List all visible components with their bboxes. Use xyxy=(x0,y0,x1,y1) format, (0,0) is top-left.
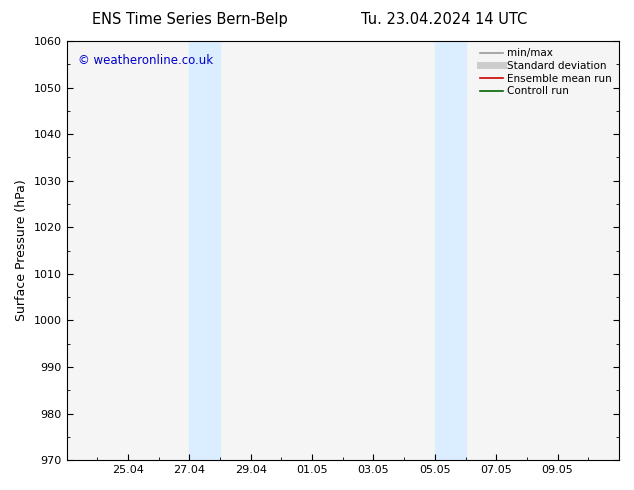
Text: © weatheronline.co.uk: © weatheronline.co.uk xyxy=(77,53,213,67)
Y-axis label: Surface Pressure (hPa): Surface Pressure (hPa) xyxy=(15,180,28,321)
Legend: min/max, Standard deviation, Ensemble mean run, Controll run: min/max, Standard deviation, Ensemble me… xyxy=(478,46,614,98)
Bar xyxy=(190,41,220,460)
Bar xyxy=(435,41,465,460)
Text: Tu. 23.04.2024 14 UTC: Tu. 23.04.2024 14 UTC xyxy=(361,12,527,27)
Text: ENS Time Series Bern-Belp: ENS Time Series Bern-Belp xyxy=(93,12,288,27)
